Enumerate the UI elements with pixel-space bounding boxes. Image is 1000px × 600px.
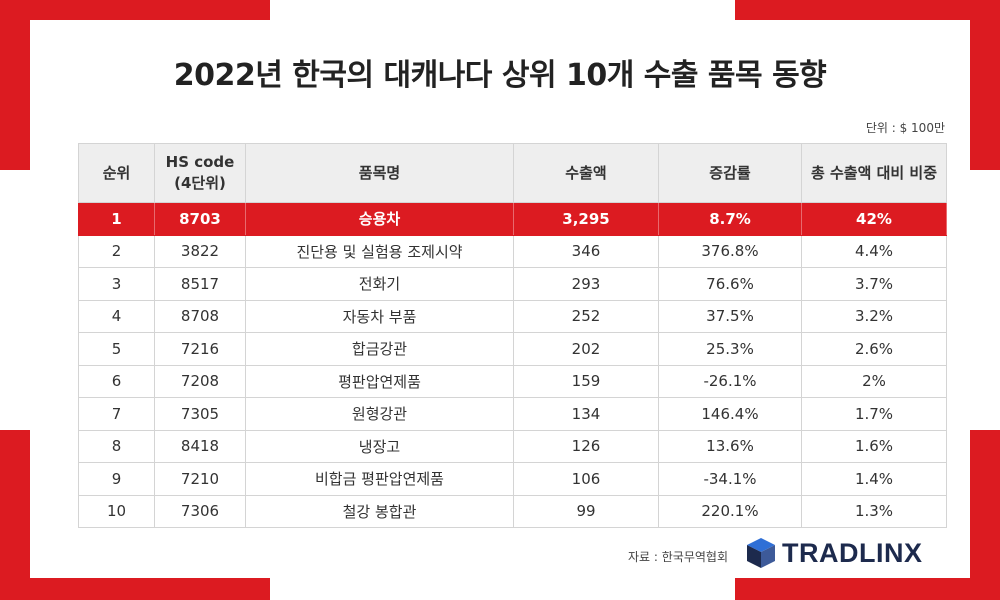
cell-hs-code: 8517 bbox=[154, 267, 246, 301]
cell-rank: 8 bbox=[78, 429, 155, 463]
cell-share: 1.6% bbox=[801, 429, 947, 463]
table-row: 8 8418 냉장고 126 13.6% 1.6% bbox=[78, 429, 947, 463]
unit-note: 단위 : $ 100만 bbox=[865, 121, 945, 135]
cell-share: 3.2% bbox=[801, 299, 947, 333]
header-rank: 순위 bbox=[78, 143, 155, 203]
cell-share: 2.6% bbox=[801, 332, 947, 366]
cell-item: 진단용 및 실험용 조제시약 bbox=[245, 234, 514, 268]
cell-item: 원형강관 bbox=[245, 397, 514, 431]
cell-hs-code: 8703 bbox=[154, 202, 246, 236]
cell-amount: 293 bbox=[513, 267, 659, 301]
corner-accent-bottom-right bbox=[735, 578, 1000, 600]
source-note: 자료 : 한국무역협회 bbox=[628, 550, 728, 564]
corner-accent-bottom-left-vertical bbox=[0, 430, 30, 600]
export-table: 순위 HS code (4단위) 품목명 수출액 증감률 총 수출액 대비 비중… bbox=[78, 143, 947, 528]
cell-hs-code: 8708 bbox=[154, 299, 246, 333]
cell-hs-code: 7210 bbox=[154, 462, 246, 496]
cell-amount: 202 bbox=[513, 332, 659, 366]
cell-item: 승용차 bbox=[245, 202, 514, 236]
cell-share: 42% bbox=[801, 202, 947, 236]
cell-hs-code: 7216 bbox=[154, 332, 246, 366]
table-row: 5 7216 합금강관 202 25.3% 2.6% bbox=[78, 332, 947, 366]
cell-share: 1.3% bbox=[801, 494, 947, 528]
cell-rank: 5 bbox=[78, 332, 155, 366]
cell-amount: 3,295 bbox=[513, 202, 659, 236]
cell-hs-code: 7208 bbox=[154, 364, 246, 398]
cell-amount: 159 bbox=[513, 364, 659, 398]
header-hs-code: HS code (4단위) bbox=[154, 143, 246, 203]
table-row: 2 3822 진단용 및 실험용 조제시약 346 376.8% 4.4% bbox=[78, 234, 947, 268]
cell-item: 합금강관 bbox=[245, 332, 514, 366]
cell-growth: -34.1% bbox=[658, 462, 802, 496]
cell-item: 철강 봉합관 bbox=[245, 494, 514, 528]
header-growth: 증감률 bbox=[658, 143, 802, 203]
corner-accent-top-right bbox=[735, 0, 1000, 20]
cell-growth: -26.1% bbox=[658, 364, 802, 398]
corner-accent-bottom-left bbox=[0, 578, 270, 600]
cell-growth: 220.1% bbox=[658, 494, 802, 528]
cell-growth: 376.8% bbox=[658, 234, 802, 268]
table-header-row: 순위 HS code (4단위) 품목명 수출액 증감률 총 수출액 대비 비중 bbox=[78, 143, 947, 203]
cell-rank: 7 bbox=[78, 397, 155, 431]
cell-item: 자동차 부품 bbox=[245, 299, 514, 333]
cell-growth: 8.7% bbox=[658, 202, 802, 236]
cell-rank: 2 bbox=[78, 234, 155, 268]
header-share: 총 수출액 대비 비중 bbox=[801, 143, 947, 203]
cell-amount: 106 bbox=[513, 462, 659, 496]
table-row: 10 7306 철강 봉합관 99 220.1% 1.3% bbox=[78, 494, 947, 528]
cell-item: 평판압연제품 bbox=[245, 364, 514, 398]
table-row: 3 8517 전화기 293 76.6% 3.7% bbox=[78, 267, 947, 301]
cell-rank: 10 bbox=[78, 494, 155, 528]
cell-share: 3.7% bbox=[801, 267, 947, 301]
cell-growth: 76.6% bbox=[658, 267, 802, 301]
cell-growth: 37.5% bbox=[658, 299, 802, 333]
cell-share: 2% bbox=[801, 364, 947, 398]
header-hs-code-line1: HS code bbox=[165, 153, 235, 171]
cell-item: 비합금 평판압연제품 bbox=[245, 462, 514, 496]
cell-share: 1.4% bbox=[801, 462, 947, 496]
cell-hs-code: 7305 bbox=[154, 397, 246, 431]
cell-growth: 25.3% bbox=[658, 332, 802, 366]
table-row-highlighted: 1 8703 승용차 3,295 8.7% 42% bbox=[78, 202, 947, 236]
page-title: 2022년 한국의 대캐나다 상위 10개 수출 품목 동향 bbox=[173, 58, 827, 93]
header-amount: 수출액 bbox=[513, 143, 659, 203]
logo-text: TRADLINX bbox=[782, 537, 923, 568]
cell-amount: 134 bbox=[513, 397, 659, 431]
corner-accent-top-left-vertical bbox=[0, 0, 30, 170]
cell-amount: 99 bbox=[513, 494, 659, 528]
cell-growth: 13.6% bbox=[658, 429, 802, 463]
cell-hs-code: 3822 bbox=[154, 234, 246, 268]
table-row: 9 7210 비합금 평판압연제품 106 -34.1% 1.4% bbox=[78, 462, 947, 496]
cell-hs-code: 8418 bbox=[154, 429, 246, 463]
tradlinx-logo: TRADLINX bbox=[746, 536, 946, 570]
table-row: 6 7208 평판압연제품 159 -26.1% 2% bbox=[78, 364, 947, 398]
cell-item: 냉장고 bbox=[245, 429, 514, 463]
table-row: 4 8708 자동차 부품 252 37.5% 3.2% bbox=[78, 299, 947, 333]
cell-item: 전화기 bbox=[245, 267, 514, 301]
corner-accent-top-left bbox=[0, 0, 270, 20]
cell-amount: 346 bbox=[513, 234, 659, 268]
cell-growth: 146.4% bbox=[658, 397, 802, 431]
cell-amount: 252 bbox=[513, 299, 659, 333]
cell-rank: 6 bbox=[78, 364, 155, 398]
cell-amount: 126 bbox=[513, 429, 659, 463]
cell-rank: 1 bbox=[78, 202, 155, 236]
cell-hs-code: 7306 bbox=[154, 494, 246, 528]
cell-rank: 9 bbox=[78, 462, 155, 496]
tradlinx-cube-icon bbox=[747, 538, 775, 568]
corner-accent-top-right-vertical bbox=[970, 0, 1000, 170]
cell-share: 1.7% bbox=[801, 397, 947, 431]
table-row: 7 7305 원형강관 134 146.4% 1.7% bbox=[78, 397, 947, 431]
cell-rank: 3 bbox=[78, 267, 155, 301]
header-item: 품목명 bbox=[245, 143, 514, 203]
corner-accent-bottom-right-vertical bbox=[970, 430, 1000, 600]
header-hs-code-line2: (4단위) bbox=[174, 174, 226, 192]
cell-share: 4.4% bbox=[801, 234, 947, 268]
cell-rank: 4 bbox=[78, 299, 155, 333]
